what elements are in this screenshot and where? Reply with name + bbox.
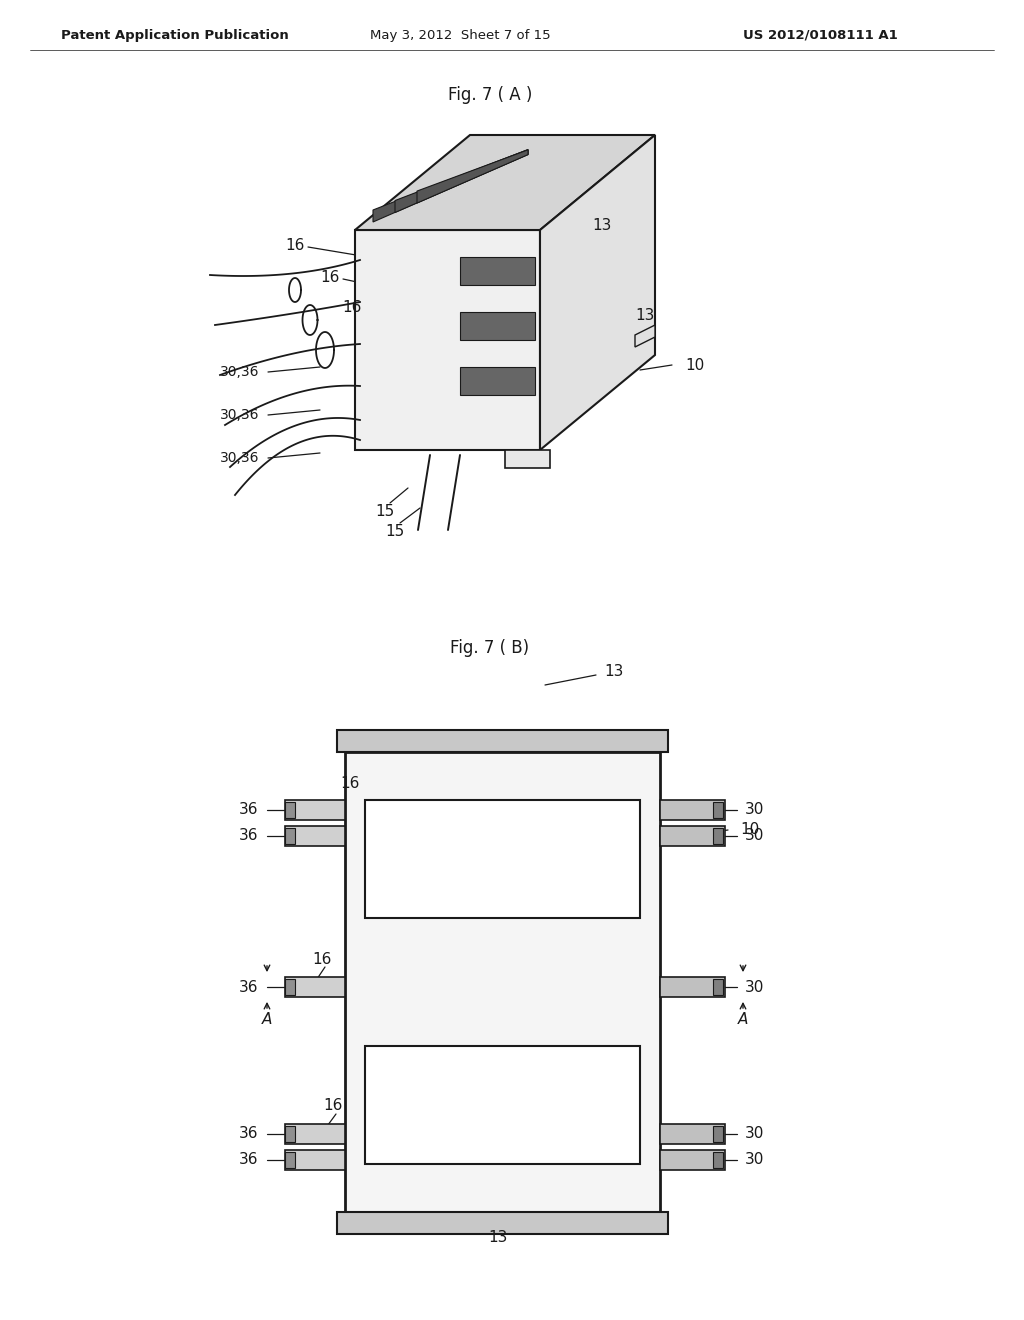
Bar [713, 1152, 723, 1168]
Polygon shape [395, 149, 528, 213]
Text: 16: 16 [321, 271, 340, 285]
Text: 15: 15 [376, 504, 394, 520]
Text: 16: 16 [342, 301, 361, 315]
Bar [345, 752, 660, 1212]
Bar [660, 1125, 725, 1144]
Bar [660, 826, 725, 846]
Bar [337, 1212, 668, 1234]
Text: 36: 36 [239, 829, 258, 843]
Text: 30,36: 30,36 [220, 451, 260, 465]
Text: Fig. 7 ( A ): Fig. 7 ( A ) [447, 86, 532, 104]
Text: 30: 30 [745, 1126, 764, 1142]
Text: 15: 15 [385, 524, 404, 540]
Text: 10: 10 [685, 358, 705, 372]
Text: 16: 16 [312, 952, 332, 966]
Polygon shape [373, 149, 528, 222]
Text: US 2012/0108111 A1: US 2012/0108111 A1 [742, 29, 897, 41]
Text: A: A [738, 1011, 749, 1027]
Bar [660, 977, 725, 997]
Bar [365, 1045, 640, 1164]
Bar [285, 977, 345, 997]
Text: 30: 30 [745, 803, 764, 817]
Bar [285, 803, 295, 818]
Text: 10: 10 [740, 822, 759, 837]
Bar [460, 367, 535, 395]
Bar [285, 1150, 345, 1170]
Bar [337, 730, 668, 752]
Bar [713, 828, 723, 843]
Text: A: A [262, 1011, 272, 1027]
Bar [285, 979, 295, 995]
Polygon shape [417, 150, 528, 203]
Text: 30: 30 [745, 829, 764, 843]
Bar [713, 803, 723, 818]
Text: 13: 13 [635, 308, 654, 322]
Text: Patent Application Publication: Patent Application Publication [61, 29, 289, 41]
Polygon shape [355, 135, 655, 230]
Text: 13: 13 [592, 218, 611, 232]
Bar [660, 1150, 725, 1170]
Bar [713, 1126, 723, 1142]
Text: 36: 36 [239, 803, 258, 817]
Text: 36: 36 [239, 1126, 258, 1142]
Bar [460, 312, 535, 341]
Text: 16: 16 [286, 238, 305, 252]
Text: 16: 16 [340, 776, 359, 792]
Text: 36: 36 [239, 1152, 258, 1167]
Polygon shape [635, 325, 655, 347]
Bar [285, 1152, 295, 1168]
Text: 30: 30 [745, 979, 764, 994]
Bar [365, 800, 640, 917]
Text: 36: 36 [239, 979, 258, 994]
Text: 16: 16 [324, 1098, 343, 1114]
Bar [285, 1126, 295, 1142]
Bar [713, 979, 723, 995]
Text: 30: 30 [745, 1152, 764, 1167]
Text: May 3, 2012  Sheet 7 of 15: May 3, 2012 Sheet 7 of 15 [370, 29, 550, 41]
Bar [505, 450, 550, 469]
Bar [285, 826, 345, 846]
Bar [660, 800, 725, 820]
Text: 30,36: 30,36 [220, 408, 260, 422]
Polygon shape [540, 135, 655, 450]
Bar [460, 257, 535, 285]
Bar [285, 1125, 345, 1144]
Bar [285, 828, 295, 843]
Bar [285, 800, 345, 820]
Text: 30,36: 30,36 [220, 366, 260, 379]
Text: Fig. 7 ( B): Fig. 7 ( B) [451, 639, 529, 657]
Polygon shape [355, 230, 540, 450]
Text: 13: 13 [604, 664, 624, 680]
Text: 13: 13 [488, 1229, 507, 1245]
